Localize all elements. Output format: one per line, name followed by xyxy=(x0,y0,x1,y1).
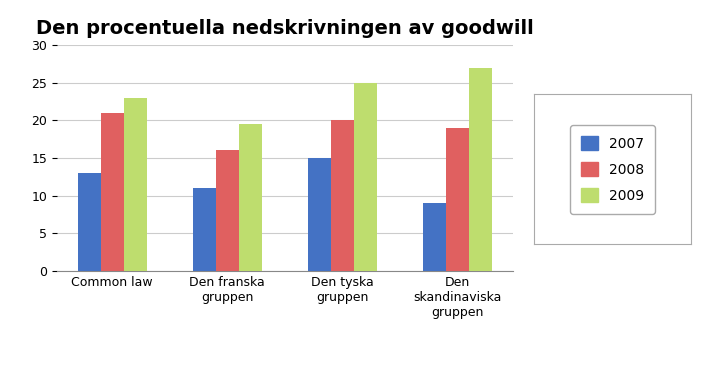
Title: Den procentuella nedskrivningen av goodwill: Den procentuella nedskrivningen av goodw… xyxy=(36,19,534,38)
Bar xyxy=(216,150,239,271)
Bar xyxy=(124,98,147,271)
Bar xyxy=(331,120,354,271)
Bar xyxy=(446,128,469,271)
Bar xyxy=(308,158,331,271)
Bar xyxy=(78,173,100,271)
Bar xyxy=(423,203,446,271)
Bar xyxy=(469,68,492,271)
Bar xyxy=(100,113,124,271)
Bar xyxy=(354,83,377,271)
Bar xyxy=(193,188,216,271)
Legend: 2007, 2008, 2009: 2007, 2008, 2009 xyxy=(570,125,655,214)
Bar xyxy=(239,124,262,271)
